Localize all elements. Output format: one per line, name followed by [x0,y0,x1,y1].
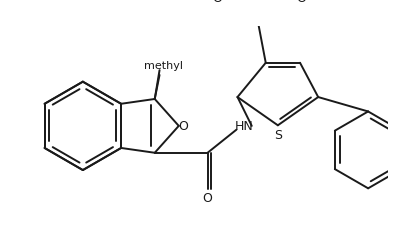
Text: methyl: methyl [144,61,182,71]
Text: O: O [202,191,212,204]
Text: O: O [178,120,188,133]
Text: O: O [211,0,221,5]
Text: O: O [296,0,306,5]
Text: HN: HN [234,120,253,133]
Text: S: S [273,129,281,142]
